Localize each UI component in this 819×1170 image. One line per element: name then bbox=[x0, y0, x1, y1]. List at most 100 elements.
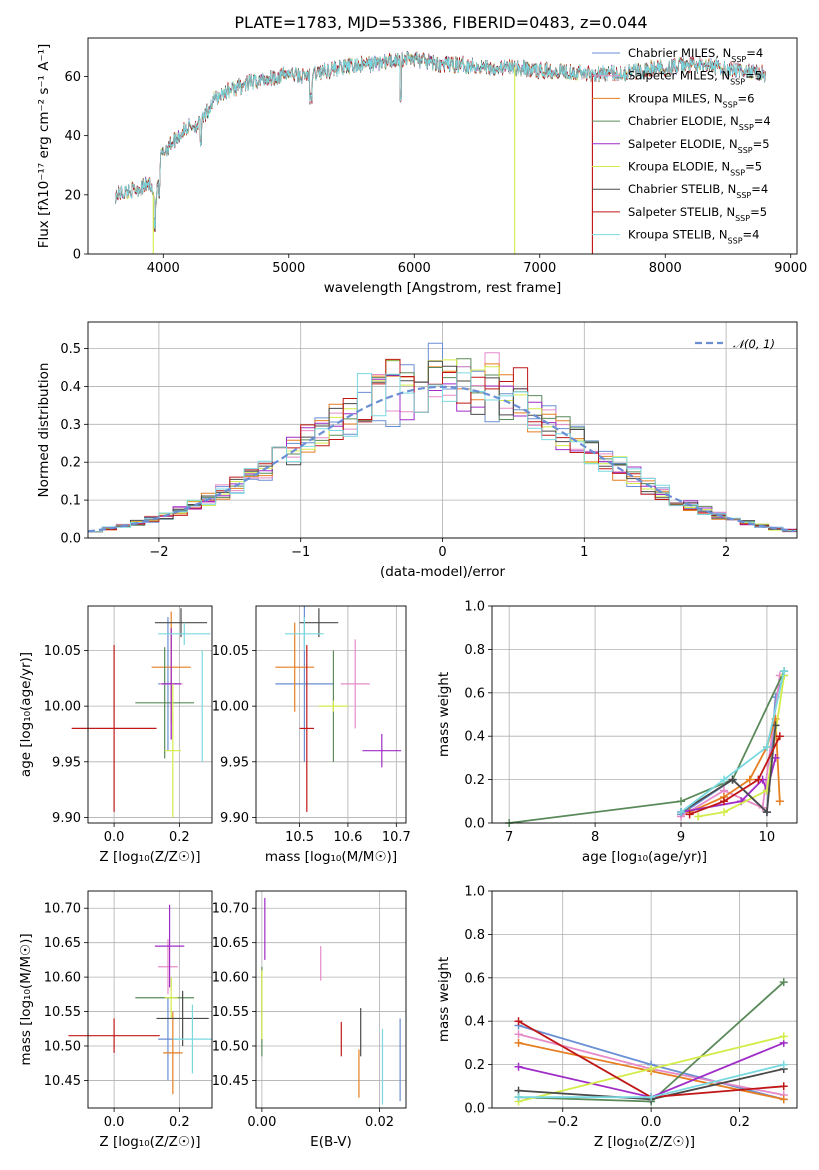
axes-frame bbox=[255, 890, 407, 1109]
axes-frame bbox=[87, 37, 798, 255]
y-tick-label: 0.2 bbox=[60, 456, 81, 471]
axes-frame bbox=[87, 605, 213, 824]
y-tick-label: 60 bbox=[64, 70, 81, 85]
y-tick-label: 0.4 bbox=[60, 380, 81, 395]
x-tick-label: 0.0 bbox=[641, 1115, 662, 1130]
axes-frame bbox=[255, 605, 407, 824]
z-mass-panel: 0.0 0.2 10.45 10.50 10.55 10.60 10.65 10.70 Z [l… bbox=[18, 890, 213, 1150]
x-tick-label: 8000 bbox=[649, 261, 682, 276]
legend-entry-salpeter_stelib: Salpeter STELIB, NSSP=5 bbox=[628, 205, 767, 223]
y-tick-label: 0 bbox=[73, 248, 81, 263]
y-tick-label: 0.0 bbox=[60, 532, 81, 547]
x-axis-label: Z [log₁₀(Z/Z☉)] bbox=[99, 849, 200, 865]
y-tick-label: 10.50 bbox=[44, 1040, 81, 1055]
y-tick-label: 0.4 bbox=[464, 730, 485, 745]
x-tick-label: 7 bbox=[505, 830, 513, 845]
x-axis-label: age [log₁₀(age/yr)] bbox=[582, 849, 707, 865]
weight-marker-kroupa_stelib bbox=[719, 775, 728, 784]
weight-line-chabrier_stelib bbox=[680, 725, 777, 815]
spectrum-panel: 4000 5000 6000 7000 8000 9000 0 20 40 60 wavelengt… bbox=[36, 37, 807, 296]
y-tick-label: 10.05 bbox=[44, 644, 81, 659]
y-tick-label: 9.95 bbox=[52, 755, 81, 770]
weight-line-kroupa_stelib bbox=[680, 670, 785, 813]
x-tick-label: 8 bbox=[591, 830, 599, 845]
y-tick-label: 10.00 bbox=[212, 700, 249, 715]
weight-marker-kroupa_elodie bbox=[779, 1032, 788, 1041]
x-tick-label: 10 bbox=[759, 830, 776, 845]
axes-frame bbox=[491, 890, 798, 1109]
x-tick-label: 7000 bbox=[523, 261, 556, 276]
x-tick-label: 0.0 bbox=[104, 1115, 125, 1130]
weight-marker-salpeter_stelib bbox=[685, 810, 694, 819]
weight-marker-kroupa_miles bbox=[745, 775, 754, 784]
y-tick-label: 40 bbox=[64, 129, 81, 144]
y-tick-label: 0.6 bbox=[464, 686, 485, 701]
legend-entry-kroupa_miles: Kroupa MILES, NSSP=6 bbox=[628, 91, 754, 109]
x-tick-label: −0.2 bbox=[547, 1115, 579, 1130]
y-axis-label: age [log₁₀(age/yr)] bbox=[18, 652, 34, 777]
x-tick-label: 6000 bbox=[398, 261, 431, 276]
y-tick-label: 0.0 bbox=[464, 1102, 485, 1117]
y-tick-label: 10.60 bbox=[44, 971, 81, 986]
y-tick-label: 10.45 bbox=[212, 1074, 249, 1089]
y-tick-label: 10.00 bbox=[44, 700, 81, 715]
weight-marker-chabrier_stelib bbox=[771, 721, 780, 730]
x-tick-label: −2 bbox=[149, 545, 168, 560]
x-tick-label: 10.7 bbox=[382, 830, 411, 845]
spectrum-plot-area bbox=[115, 50, 766, 254]
y-tick-label: 0.3 bbox=[60, 418, 81, 433]
y-tick-label: 10.05 bbox=[212, 644, 249, 659]
residuals-panel: −2 −1 0 1 2 0.0 0.1 0.2 0.3 0.4 0.5 (data-model)/er… bbox=[36, 321, 798, 580]
legend-entry-kroupa_elodie: Kroupa ELODIE, NSSP=5 bbox=[628, 160, 762, 178]
y-tick-label: 10.65 bbox=[212, 936, 249, 951]
weight-marker-salpeter_stelib bbox=[775, 732, 784, 741]
y-tick-label: 0.2 bbox=[464, 773, 485, 788]
legend-entry-salpeter_miles: Salpeter MILES, NSSP=5 bbox=[628, 69, 762, 87]
y-tick-label: 20 bbox=[64, 188, 81, 203]
weight-marker-salpeter_stelib bbox=[779, 1082, 788, 1091]
x-axis-label: Z [log₁₀(Z/Z☉)] bbox=[99, 1134, 200, 1150]
legend-entry-chabrier_stelib: Chabrier STELIB, NSSP=4 bbox=[628, 182, 768, 200]
weight-marker-kroupa_elodie bbox=[647, 1064, 656, 1073]
x-axis-label: (data-model)/error bbox=[380, 564, 506, 580]
ebv-mass-plot-area bbox=[261, 897, 401, 1105]
y-tick-label: 0.5 bbox=[60, 342, 81, 357]
weight-marker-kroupa_stelib bbox=[780, 667, 789, 676]
x-tick-label: 0.2 bbox=[729, 1115, 750, 1130]
x-tick-label: 0 bbox=[438, 545, 446, 560]
spectrum-legend: Chabrier MILES, NSSP=4 Salpeter MILES, NS… bbox=[592, 46, 771, 245]
age-weight-panel: 7 8 9 10 0.0 0.2 0.4 0.6 0.8 1.0 age [log₁₀(age/yr… bbox=[436, 600, 798, 865]
y-tick-label: 10.60 bbox=[212, 971, 249, 986]
ebv-mass-panel: 0.00 0.02 10.45 10.50 10.55 10.60 10.65 10.70 E(… bbox=[212, 890, 407, 1150]
x-tick-label: 9 bbox=[677, 830, 685, 845]
age-weight-plot-area bbox=[505, 667, 789, 827]
normal-legend-label: 𝒩(0, 1) bbox=[733, 337, 775, 351]
legend-entry-kroupa_stelib: Kroupa STELIB, NSSP=4 bbox=[628, 228, 759, 246]
weight-marker-kroupa_stelib bbox=[779, 1060, 788, 1069]
spectrum-line-kroupa_stelib bbox=[115, 51, 766, 231]
z-age-plot-area bbox=[71, 608, 211, 818]
x-tick-label: 0.00 bbox=[247, 1115, 276, 1130]
weight-marker-kroupa_elodie bbox=[719, 808, 728, 817]
axes-frame bbox=[87, 890, 213, 1109]
y-tick-label: 0.8 bbox=[464, 643, 485, 658]
weight-marker-salpeter_miles bbox=[514, 1030, 523, 1039]
x-tick-label: 10.6 bbox=[333, 830, 362, 845]
weight-marker-chabrier_elodie bbox=[677, 797, 686, 806]
weight-marker-kroupa_miles bbox=[779, 1095, 788, 1104]
residuals-plot-area bbox=[87, 342, 797, 533]
y-tick-label: 0.8 bbox=[464, 928, 485, 943]
x-tick-label: −1 bbox=[291, 545, 310, 560]
x-axis-label: wavelength [Angstrom, rest frame] bbox=[324, 280, 562, 296]
y-tick-label: 10.70 bbox=[44, 902, 81, 917]
weight-marker-chabrier_stelib bbox=[728, 775, 737, 784]
y-tick-label: 1.0 bbox=[464, 600, 485, 615]
x-axis-label: Z [log₁₀(Z/Z☉)] bbox=[594, 1134, 695, 1150]
y-tick-label: 0.1 bbox=[60, 494, 81, 509]
weight-marker-kroupa_elodie bbox=[694, 812, 703, 821]
legend-entry-chabrier_miles: Chabrier MILES, NSSP=4 bbox=[628, 46, 763, 64]
hist-kroupa_stelib bbox=[88, 372, 797, 533]
weight-marker-kroupa_miles bbox=[775, 797, 784, 806]
y-tick-label: 9.95 bbox=[220, 755, 249, 770]
